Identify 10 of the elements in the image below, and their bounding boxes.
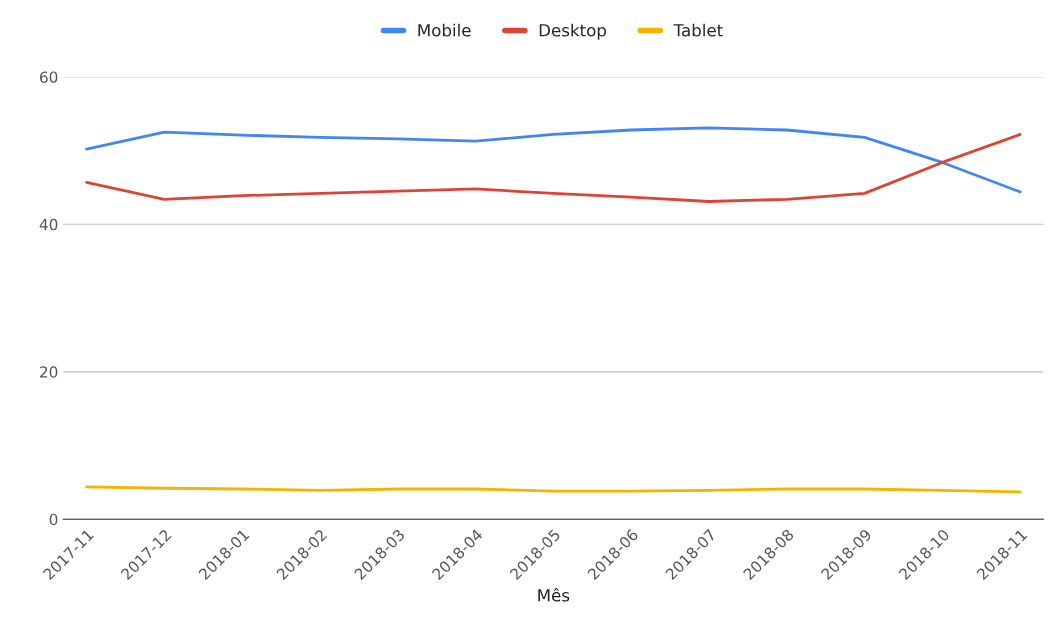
y-tick-label: 0	[49, 513, 58, 526]
y-tick-label: 40	[39, 218, 58, 231]
legend-label: Mobile	[418, 23, 471, 37]
y-tick-label: 20	[40, 366, 58, 378]
line-series	[85, 126, 1022, 194]
legend-label: Tablet	[673, 23, 723, 37]
y-tick-label: 60	[40, 71, 58, 83]
x-axis-title: Mês	[538, 588, 570, 602]
legend-label: Desktop	[539, 23, 606, 40]
line-series	[85, 133, 1022, 203]
